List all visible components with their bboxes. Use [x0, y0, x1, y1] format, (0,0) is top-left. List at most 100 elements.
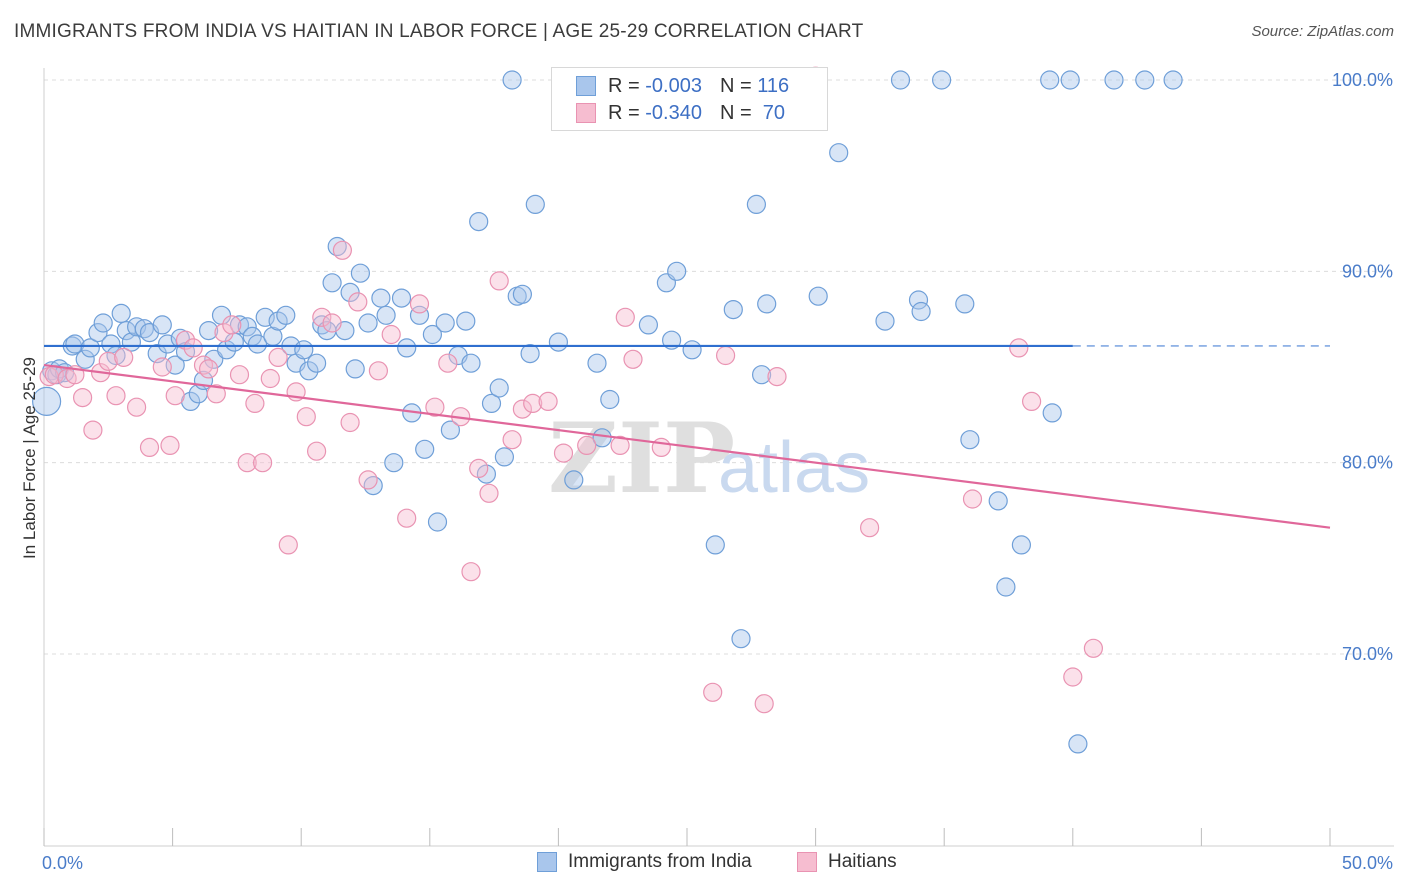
n-value: 70	[762, 101, 786, 124]
india-point	[723, 300, 743, 320]
india-point	[1068, 734, 1088, 754]
india-point	[890, 70, 911, 90]
haiti-point	[1021, 391, 1042, 411]
india-point	[31, 386, 62, 416]
gridlines	[44, 79, 1394, 655]
haiti-point	[106, 386, 126, 406]
haiti-point	[206, 384, 226, 404]
y-tick-label: 90.0%	[1342, 261, 1393, 281]
haiti-swatch	[797, 852, 817, 872]
india-point	[397, 338, 417, 358]
india-point	[746, 194, 767, 214]
india-point	[955, 294, 975, 314]
india-point	[512, 284, 533, 304]
india-point	[456, 311, 476, 331]
india-point	[152, 315, 172, 335]
source-label: Source: ZipAtlas.com	[1251, 23, 1394, 40]
haiti-point	[98, 351, 118, 371]
india-point	[600, 389, 620, 410]
haiti-point	[237, 453, 257, 473]
india-point	[229, 315, 250, 335]
r-value: -0.340	[645, 101, 702, 124]
legend-item-haiti[interactable]: Haitians	[797, 851, 897, 873]
n-label: N =	[719, 101, 752, 124]
india-point	[469, 212, 489, 232]
haiti-point	[245, 393, 265, 413]
haiti-point	[754, 694, 774, 714]
haiti-point	[651, 437, 671, 457]
y-axis-label: In Labor Force | Age 25-29	[20, 357, 39, 559]
haiti-point	[703, 682, 723, 702]
watermark-zip: ZIP	[548, 402, 735, 515]
india-point	[996, 577, 1016, 597]
india-point	[1011, 535, 1032, 555]
y-tick-label: 80.0%	[1342, 453, 1393, 473]
india-point	[638, 315, 659, 335]
india-point	[751, 365, 772, 385]
n-value: 116	[757, 74, 790, 97]
haiti-swatch	[576, 103, 596, 123]
india-point	[461, 353, 481, 373]
india-point	[299, 361, 319, 381]
chart-title: IMMIGRANTS FROM INDIA VS HAITIAN IN LABO…	[14, 21, 864, 42]
haiti-point	[312, 307, 332, 327]
haiti-point	[160, 435, 180, 455]
india-swatch	[576, 76, 596, 96]
haiti-point	[767, 367, 787, 387]
haiti-point	[175, 330, 196, 350]
haiti-point	[1009, 338, 1029, 358]
india-point	[276, 305, 296, 325]
india-point	[494, 447, 514, 467]
haiti-point	[307, 441, 327, 461]
india-point	[908, 290, 929, 310]
india-point	[520, 344, 540, 364]
india-point	[502, 70, 522, 90]
haiti-point	[322, 313, 342, 333]
haiti-point	[489, 271, 509, 291]
india-point	[247, 334, 268, 354]
haiti-point	[199, 359, 219, 379]
series-haiti-points	[39, 66, 1104, 714]
haiti-point	[348, 292, 368, 312]
india-point	[829, 143, 849, 163]
india-point	[199, 321, 219, 341]
india-point	[358, 313, 378, 333]
n-label: N =	[719, 74, 752, 97]
haiti-point	[1063, 667, 1083, 687]
legend-row-haiti: R = -0.340 N = 70	[576, 100, 785, 126]
india-point	[75, 349, 95, 369]
india-point	[384, 453, 404, 473]
haiti-point	[152, 357, 172, 377]
india-point	[564, 470, 584, 490]
haiti-point	[358, 470, 378, 490]
r-value: -0.003	[645, 74, 702, 97]
haiti-point	[469, 458, 489, 478]
india-point	[875, 311, 895, 331]
haiti-point	[512, 399, 533, 419]
india-point	[587, 353, 607, 373]
haiti-point	[83, 420, 103, 440]
india-point	[481, 393, 502, 413]
india-point	[440, 420, 460, 440]
legend-row-india: R = -0.003 N = 116	[576, 73, 789, 99]
watermark: ZIP atlas	[548, 402, 870, 515]
india-point	[661, 330, 682, 350]
india-point	[705, 535, 725, 555]
haiti-point	[409, 294, 430, 314]
haiti-point	[859, 518, 880, 538]
india-point	[427, 512, 448, 532]
india-point	[376, 305, 396, 325]
india-point	[757, 294, 777, 314]
haiti-point	[538, 391, 558, 411]
india-point	[80, 338, 100, 358]
legend-item-india[interactable]: Immigrants from India	[537, 851, 752, 873]
india-point	[409, 305, 430, 325]
haiti-point	[268, 347, 288, 367]
haiti-point	[332, 240, 352, 260]
haiti-point	[553, 443, 574, 463]
haiti-point	[214, 323, 234, 343]
r-label: R =	[608, 101, 640, 124]
india-point	[435, 313, 455, 333]
india-point	[1163, 70, 1183, 90]
haiti-point	[296, 407, 316, 427]
